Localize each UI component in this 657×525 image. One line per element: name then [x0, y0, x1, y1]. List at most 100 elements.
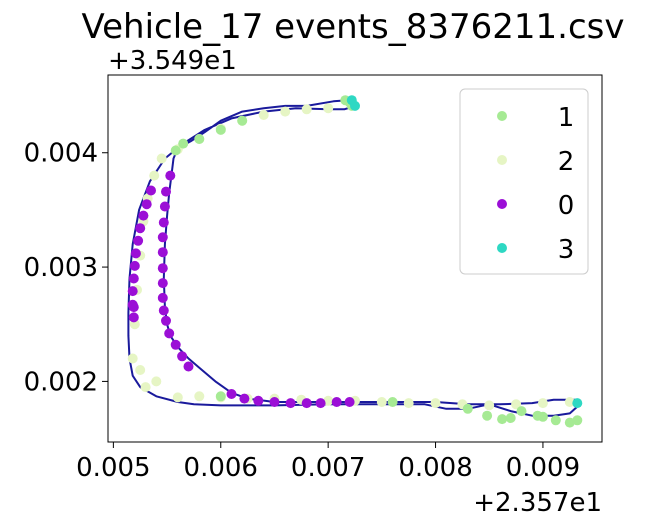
point-series-2	[149, 170, 160, 181]
series-0	[127, 170, 355, 409]
legend: 1 2 0 3	[459, 88, 589, 275]
point-series-2	[301, 104, 312, 115]
point-series-0	[157, 278, 168, 289]
point-series-0	[164, 328, 175, 339]
point-series-2	[537, 398, 548, 409]
x-tick-label: 0.009	[506, 453, 580, 483]
point-series-0	[128, 273, 139, 284]
x-axis-ticks: 0.005 0.006 0.007 0.008 0.009	[76, 442, 580, 483]
point-series-1	[462, 403, 473, 414]
legend-label-0: 0	[558, 191, 575, 221]
legend-marker-2	[497, 155, 507, 165]
point-series-0	[128, 312, 139, 323]
legend-frame	[459, 88, 589, 275]
legend-label-2: 2	[558, 147, 575, 177]
point-series-0	[157, 247, 168, 258]
legend-label-3: 3	[558, 235, 575, 265]
legend-marker-1	[497, 111, 507, 121]
point-series-2	[127, 353, 138, 364]
point-series-0	[157, 232, 168, 243]
point-series-0	[177, 351, 188, 362]
series-3	[346, 95, 583, 409]
point-series-0	[158, 217, 169, 228]
point-series-0	[129, 260, 140, 271]
point-series-0	[183, 361, 194, 372]
point-series-1	[215, 391, 226, 402]
x-tick-label: 0.005	[76, 453, 150, 483]
x-tick-label: 0.006	[184, 453, 258, 483]
point-series-0	[239, 393, 250, 404]
point-series-2	[172, 392, 183, 403]
y-tick-label: 0.004	[24, 139, 98, 169]
point-series-0	[161, 315, 171, 326]
point-series-1	[178, 138, 189, 149]
point-series-0	[165, 170, 176, 181]
point-series-0	[301, 398, 312, 409]
point-series-2	[511, 399, 522, 410]
point-series-2	[430, 398, 441, 409]
point-series-1	[516, 406, 527, 417]
data-marks	[127, 95, 583, 428]
point-series-0	[128, 302, 139, 313]
point-series-0	[157, 292, 168, 303]
point-series-0	[344, 397, 355, 407]
point-series-1	[387, 397, 398, 407]
point-series-2	[258, 110, 269, 120]
point-series-2	[156, 153, 167, 164]
point-series-1	[550, 415, 561, 426]
point-series-0	[133, 235, 144, 246]
legend-items: 1 2 0 3	[497, 103, 574, 265]
point-series-2	[140, 382, 151, 393]
point-series-1	[170, 145, 181, 156]
point-series-0	[315, 398, 326, 409]
point-series-2	[403, 398, 414, 409]
point-series-0	[269, 397, 280, 407]
point-series-2	[323, 103, 334, 114]
point-series-2	[564, 397, 575, 407]
point-series-0	[135, 223, 146, 234]
point-series-1	[572, 415, 583, 426]
point-series-0	[253, 395, 264, 406]
point-series-2	[151, 376, 162, 387]
point-series-0	[141, 199, 152, 210]
point-series-0	[146, 185, 156, 196]
point-series-2	[194, 391, 205, 402]
point-series-1	[537, 411, 548, 422]
point-series-0	[161, 186, 171, 197]
legend-marker-0	[497, 199, 507, 209]
point-series-0	[285, 398, 296, 409]
point-series-0	[159, 201, 170, 212]
point-series-0	[157, 263, 168, 274]
point-series-1	[194, 134, 205, 144]
point-series-1	[564, 417, 575, 428]
point-series-0	[138, 210, 149, 221]
point-series-3	[350, 100, 360, 111]
point-series-0	[331, 397, 342, 407]
x-tick-label: 0.007	[291, 453, 365, 483]
point-series-0	[130, 248, 141, 259]
point-series-1	[497, 414, 508, 425]
point-series-0	[158, 305, 169, 316]
point-series-0	[170, 339, 181, 350]
y-tick-label: 0.003	[24, 253, 98, 283]
legend-label-1: 1	[558, 103, 575, 133]
y-axis-offset-text: +3.549e1	[108, 46, 237, 76]
point-series-2	[135, 365, 146, 375]
point-series-2	[280, 106, 291, 117]
point-series-1	[505, 413, 516, 423]
point-series-2	[323, 395, 334, 406]
legend-marker-3	[497, 243, 507, 253]
point-series-2	[376, 397, 387, 407]
point-series-1	[482, 410, 493, 421]
point-series-3	[572, 398, 583, 409]
y-axis-ticks: 0.002 0.003 0.004	[24, 139, 108, 397]
point-series-0	[226, 389, 237, 399]
x-axis-offset-text: +2.357e1	[473, 488, 602, 518]
point-series-2	[484, 400, 495, 411]
point-series-1	[237, 115, 248, 126]
y-tick-label: 0.002	[24, 367, 98, 397]
point-series-1	[215, 124, 226, 135]
point-series-0	[127, 286, 138, 297]
x-tick-label: 0.008	[398, 453, 472, 483]
